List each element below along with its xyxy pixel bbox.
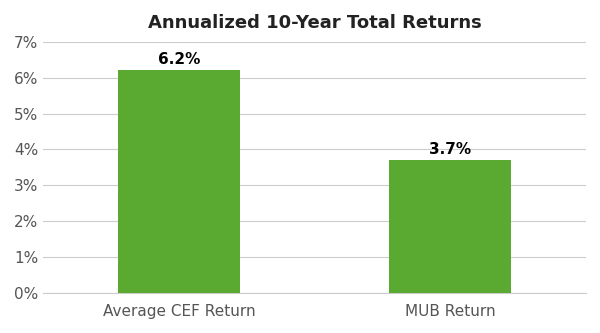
Bar bbox=[389, 160, 511, 293]
Bar bbox=[118, 71, 240, 293]
Title: Annualized 10-Year Total Returns: Annualized 10-Year Total Returns bbox=[148, 14, 481, 32]
Text: 3.7%: 3.7% bbox=[430, 142, 472, 157]
Text: 6.2%: 6.2% bbox=[158, 52, 200, 67]
